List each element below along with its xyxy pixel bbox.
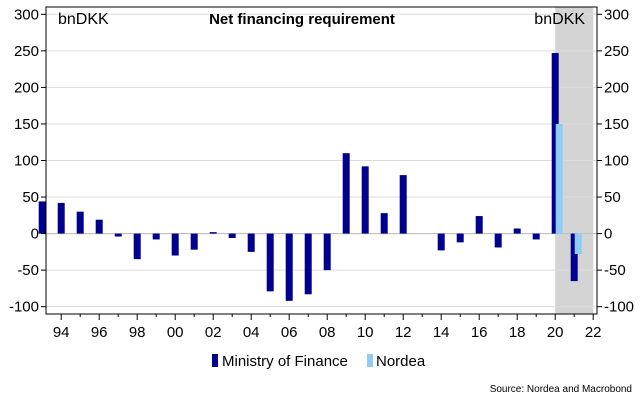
bar-ministry-of-finance [171,233,179,256]
x-tick-label: 06 [281,324,298,341]
bar-ministry-of-finance [342,153,350,234]
bar-ministry-of-finance [399,175,407,234]
source-note: Source: Nordea and Macrobond [490,384,632,395]
y-tick-label-right: 100 [604,153,629,170]
legend-label-nordea: Nordea [376,353,426,370]
bar-nordea [574,233,582,255]
bars [38,53,582,301]
bar-ministry-of-finance [95,219,103,234]
x-tick-label: 12 [395,324,412,341]
bar-ministry-of-finance [57,202,65,234]
y-tick-label-right: 0 [604,226,612,243]
bar-ministry-of-finance [456,233,464,243]
x-tick-label: 94 [53,324,70,341]
bar-ministry-of-finance [437,233,445,251]
bar-ministry-of-finance [304,233,312,295]
x-tick-label: 22 [585,324,602,341]
bar-ministry-of-finance [266,233,274,292]
y-axis-ticks: 300 300 250 250 200 200 150 150 100 100 50 50 0 0 -50 -… [9,6,634,315]
legend: Ministry of Finance Nordea [212,353,426,370]
x-tick-label: 18 [509,324,526,341]
legend-swatch-nordea [367,354,373,367]
legend-swatch-ministry-of-finance [212,354,218,367]
x-tick-label: 96 [91,324,108,341]
y-tick-label-left: 150 [14,116,39,133]
bar-ministry-of-finance [114,233,122,237]
x-tick-label: 16 [471,324,488,341]
y-tick-label-right: 300 [604,6,629,23]
x-tick-label: 08 [319,324,336,341]
bar-ministry-of-finance [475,216,483,234]
x-tick-label: 04 [243,324,260,341]
y-tick-label-right: 50 [604,189,621,206]
y-tick-label-left: 50 [22,189,39,206]
unit-label-left: bnDKK [58,11,109,28]
bar-ministry-of-finance [209,232,217,234]
bar-ministry-of-finance [570,233,578,282]
y-tick-label-left: 250 [14,43,39,60]
bar-ministry-of-finance [76,211,84,234]
y-tick-label-right: -50 [604,262,626,279]
bar-ministry-of-finance [323,233,331,271]
bar-ministry-of-finance [247,233,255,252]
unit-label-right: bnDKK [534,11,585,28]
y-tick-label-left: 100 [14,153,39,170]
x-axis-ticks: 94 96 98 00 02 04 06 08 10 12 14 16 18 20 22 [53,314,602,341]
legend-label-ministry-of-finance: Ministry of Finance [222,353,348,370]
bar-ministry-of-finance [551,53,559,234]
y-tick-label-right: 150 [604,116,629,133]
gridlines [46,13,597,308]
x-tick-label: 98 [129,324,146,341]
y-tick-label-right: 200 [604,79,629,96]
bar-ministry-of-finance [152,233,160,240]
x-tick-label: 00 [167,324,184,341]
bar-ministry-of-finance [228,233,236,238]
y-tick-label-left: 200 [14,79,39,96]
y-tick-label-left: -50 [17,262,39,279]
chart-title: Net financing requirement [209,11,395,28]
bar-ministry-of-finance [380,213,388,234]
bar-ministry-of-finance [532,233,540,240]
x-tick-label: 10 [357,324,374,341]
bar-ministry-of-finance [513,228,521,234]
y-tick-label-left: 300 [14,6,39,23]
bar-ministry-of-finance [361,166,369,234]
x-tick-label: 02 [205,324,222,341]
y-tick-label-right: -100 [604,299,634,316]
bar-ministry-of-finance [38,201,46,234]
y-tick-label-left: 0 [31,226,39,243]
y-tick-label-left: -100 [9,299,39,316]
bar-ministry-of-finance [285,233,293,301]
bar-ministry-of-finance [133,233,141,260]
bar-nordea [555,123,563,234]
y-tick-label-right: 250 [604,43,629,60]
x-tick-label: 14 [433,324,450,341]
bar-ministry-of-finance [190,233,198,250]
bar-ministry-of-finance [494,233,502,248]
x-tick-label: 20 [547,324,564,341]
